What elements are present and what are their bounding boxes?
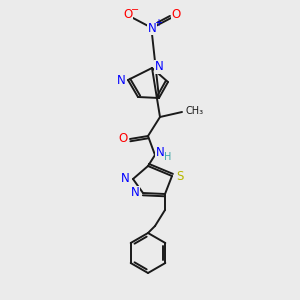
Text: H: H bbox=[164, 152, 172, 162]
Text: O: O bbox=[118, 131, 127, 145]
Text: O: O bbox=[123, 8, 133, 22]
Text: N: N bbox=[117, 74, 125, 86]
Text: N: N bbox=[156, 146, 164, 160]
Text: N: N bbox=[154, 61, 164, 74]
Text: −: − bbox=[131, 5, 139, 15]
Text: +: + bbox=[154, 18, 162, 28]
Text: S: S bbox=[176, 169, 184, 182]
Text: N: N bbox=[148, 22, 156, 34]
Text: O: O bbox=[171, 8, 181, 22]
Text: N: N bbox=[130, 187, 140, 200]
Text: CH₃: CH₃ bbox=[185, 106, 203, 116]
Text: N: N bbox=[121, 172, 129, 185]
